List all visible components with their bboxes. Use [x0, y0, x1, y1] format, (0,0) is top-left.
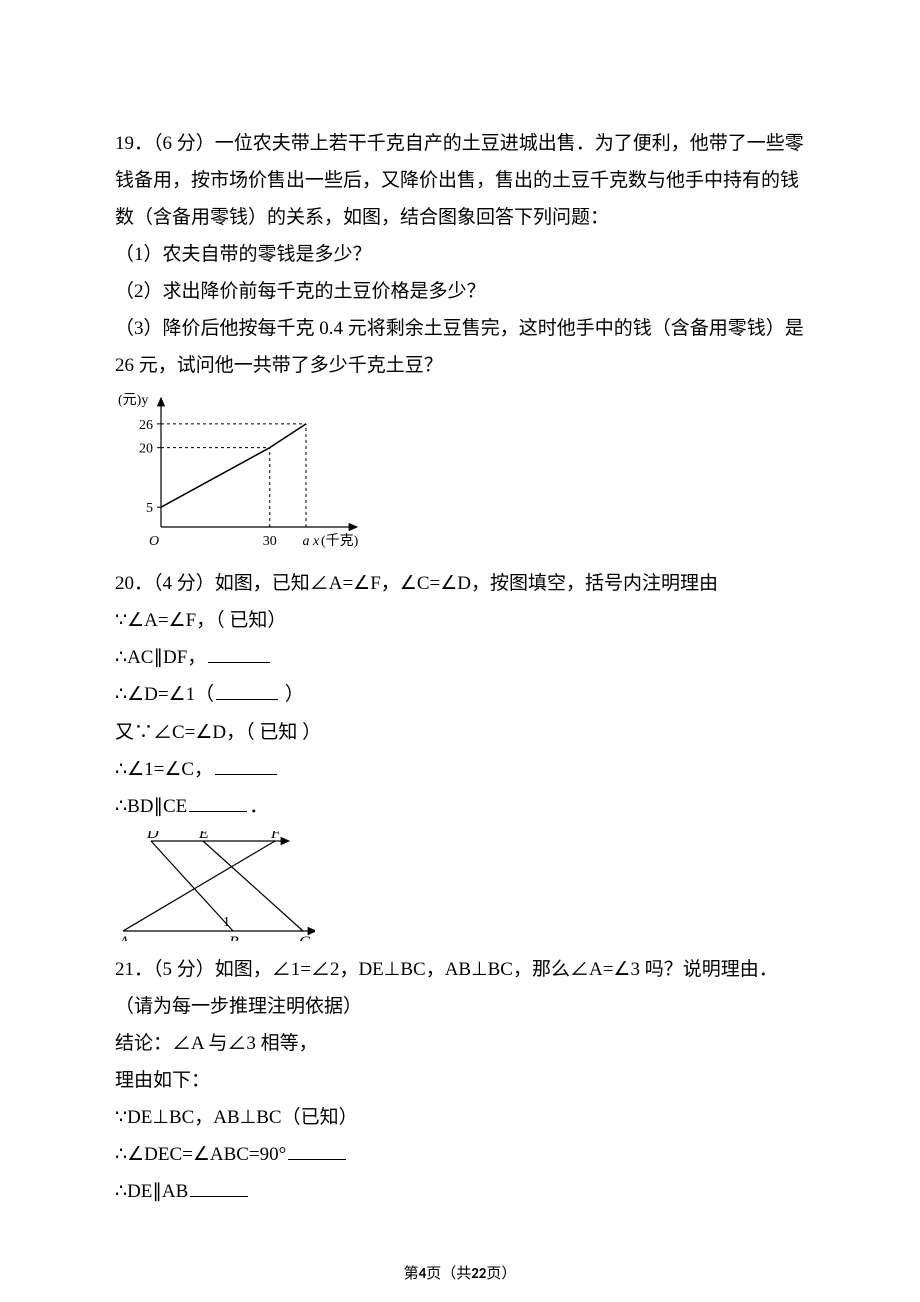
q21-l3: ∵DE⊥BC，AB⊥BC（已知） [115, 1099, 805, 1136]
question-20: 20．（4 分）如图，已知∠A=∠F，∠C=∠D，按图填空，括号内注明理由 ∵∠… [115, 565, 805, 824]
q20-header: 20．（4 分）如图，已知∠A=∠F，∠C=∠D，按图填空，括号内注明理由 [115, 565, 805, 602]
svg-text:(元)y: (元)y [118, 393, 148, 408]
q21-header: 21．（5 分）如图，∠1=∠2，DE⊥BC，AB⊥BC，那么∠A=∠3 吗？说… [115, 951, 805, 1025]
q19-part1: （1）农夫自带的零钱是多少？ [115, 236, 805, 273]
q21-l4-pre: ∴∠DEC=∠ABC=90° [115, 1144, 286, 1165]
q20-l6: ∴BD∥CE ． [115, 788, 805, 825]
q19-chart: 5 20 26 30 a O (元)y x(千克) [115, 390, 805, 555]
svg-text:O: O [149, 534, 159, 549]
q21-l2: 理由如下： [115, 1062, 805, 1099]
q20-l6-post: ． [249, 796, 268, 817]
line-chart-svg: 5 20 26 30 a O (元)y x(千克) [115, 390, 365, 555]
q19-part3: （3）降价后他按每千克 0.4 元将剩余土豆售完，这时他手中的钱（含备用零钱）是… [115, 310, 805, 384]
q20-l5: ∴∠1=∠C， [115, 751, 805, 788]
q21-l5: ∴DE∥AB [115, 1173, 805, 1210]
svg-text:a: a [303, 534, 310, 549]
footer-mid: 页（共 [426, 1266, 471, 1282]
svg-text:1: 1 [223, 915, 230, 930]
q20-l3-post: ） [280, 684, 304, 705]
footer-prefix: 第 [404, 1266, 419, 1282]
question-19: 19．（6 分）一位农夫带上若干千克自产的土豆进城出售．为了便利，他带了一些零钱… [115, 125, 805, 384]
q20-l5-pre: ∴∠1=∠C， [115, 759, 213, 780]
svg-text:B: B [229, 934, 239, 941]
fill-blank[interactable] [189, 791, 247, 812]
q20-l2: ∴AC∥DF， [115, 639, 805, 676]
footer-suffix: 页） [486, 1266, 516, 1282]
svg-text:30: 30 [263, 534, 277, 549]
q21-l4: ∴∠DEC=∠ABC=90° [115, 1136, 805, 1173]
q21-l5-pre: ∴DE∥AB [115, 1181, 188, 1202]
svg-text:F: F [270, 831, 281, 842]
svg-text:x: x [312, 534, 320, 549]
q19-part2: （2）求出降价前每千克的土豆价格是多少？ [115, 273, 805, 310]
svg-text:A: A [118, 934, 129, 941]
svg-text:(千克): (千克) [321, 533, 359, 549]
svg-text:5: 5 [146, 501, 153, 516]
q20-l6-pre: ∴BD∥CE [115, 796, 187, 817]
q20-l2-pre: ∴AC∥DF， [115, 647, 206, 668]
fill-blank[interactable] [208, 643, 270, 664]
q21-l1: 结论：∠A 与∠3 相等， [115, 1025, 805, 1062]
fill-blank[interactable] [190, 1176, 248, 1197]
fill-blank[interactable] [216, 680, 278, 701]
q20-l1: ∵∠A=∠F，（ 已知） [115, 602, 805, 639]
svg-text:20: 20 [139, 442, 153, 457]
footer-total: 22 [471, 1265, 486, 1283]
fill-blank[interactable] [288, 1139, 346, 1160]
q20-l3: ∴∠D=∠1（ ） [115, 676, 805, 713]
svg-text:C: C [299, 934, 310, 941]
geometry-diagram-svg: A B C D E F 1 [115, 831, 315, 941]
q20-l4: 又∵∠C=∠D，（ 已知 ） [115, 714, 805, 751]
q20-l3-pre: ∴∠D=∠1（ [115, 684, 214, 705]
svg-text:E: E [198, 831, 209, 842]
svg-text:D: D [146, 831, 159, 842]
page-footer: 第4页（共22页） [115, 1260, 805, 1289]
question-21: 21．（5 分）如图，∠1=∠2，DE⊥BC，AB⊥BC，那么∠A=∠3 吗？说… [115, 951, 805, 1210]
fill-blank[interactable] [215, 754, 277, 775]
q19-header: 19．（6 分）一位农夫带上若干千克自产的土豆进城出售．为了便利，他带了一些零钱… [115, 125, 805, 236]
svg-text:26: 26 [139, 418, 153, 433]
q20-diagram: A B C D E F 1 [115, 831, 805, 941]
